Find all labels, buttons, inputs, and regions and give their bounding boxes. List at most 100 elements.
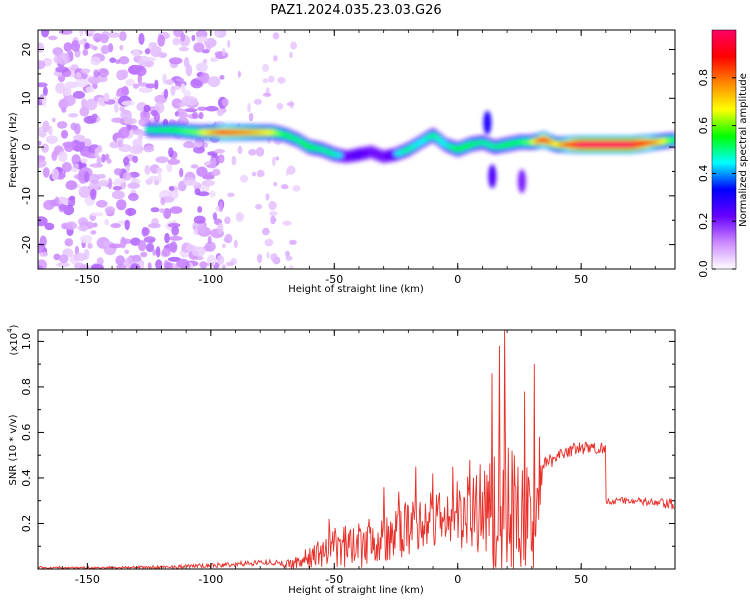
noise-blob [178,111,189,119]
noise-blob [104,218,110,226]
noise-blob [247,102,252,113]
noise-blob [150,207,160,213]
noise-blob [197,106,207,111]
noise-blob [97,75,108,83]
noise-blob [78,217,89,227]
noise-blob [131,50,141,57]
noise-blob [237,145,243,155]
noise-blob [103,92,110,102]
noise-blob [272,156,276,167]
noise-blob [154,94,168,104]
noise-blob [131,256,142,262]
noise-blob [80,150,91,157]
noise-blob [99,34,109,44]
noise-blob [148,42,158,47]
noise-blob [262,78,269,84]
noise-blob [93,69,99,78]
noise-blob [38,60,46,70]
noise-blob [196,62,208,73]
noise-blob [116,263,127,269]
noise-blob [231,155,237,166]
noise-blob [270,215,276,225]
y-tick-label: 0.2 [20,515,33,533]
noise-blob [163,88,169,99]
noise-blob [41,30,50,38]
noise-blob [87,242,93,249]
colorbar-tick-label: 0.4 [697,165,710,183]
noise-blob [227,39,231,48]
noise-blob [39,251,49,257]
noise-blob [80,158,88,164]
noise-blob [64,85,72,97]
noise-blob [93,222,98,228]
scale-factor-close: ) [9,324,20,328]
noise-blob [273,181,278,187]
noise-blob [290,41,297,50]
noise-blob [196,166,208,177]
noise-blob [83,171,90,183]
noise-blob [104,206,116,215]
snr-scale-factor: (x104) [6,324,20,355]
snr-panel: -150 -100 -50 0 50 0.2 0.4 0.6 0.8 1.0 Height of… [6,324,676,596]
noise-blob [262,92,272,97]
noise-blob [150,45,162,58]
noise-blob [143,57,156,62]
figure-title: PAZ1.2024.035.23.03.G26 [270,3,441,18]
ridge-cell [669,137,675,143]
noise-blob [256,169,265,178]
noise-blob [206,254,217,267]
x-tick-label: -150 [75,273,100,286]
noise-blob [132,155,139,164]
noise-blob [90,56,101,66]
noise-blob [76,184,82,189]
noise-blob [63,94,76,107]
noise-blob [265,193,270,201]
noise-blob [222,243,226,248]
noise-blob [127,182,140,189]
noise-blob [43,199,55,211]
noise-blob [116,199,127,211]
x-tick-label: -150 [75,573,100,586]
spectrogram-ridge-layer [145,110,675,194]
noise-blob [87,30,96,34]
noise-blob [61,162,72,173]
noise-blob [167,223,181,228]
noise-blob [155,259,163,269]
noise-blob [194,137,203,148]
noise-blob [73,163,80,169]
noise-blob [262,63,270,72]
spectrogram-plot [38,30,675,269]
noise-blob [143,104,151,113]
y-tick-label: 0 [20,144,33,151]
noise-blob [147,262,152,269]
noise-blob [114,102,119,113]
noise-blob [72,90,86,99]
noise-blob [201,49,210,54]
noise-blob [155,156,169,164]
noise-blob [101,154,106,163]
ridge-cell [483,110,492,135]
noise-blob [114,168,122,176]
noise-blob [170,85,176,96]
noise-blob [81,98,88,109]
noise-blob [251,171,257,177]
snr-x-axis: -150 -100 -50 0 50 [37,330,656,586]
noise-blob [201,179,215,187]
x-tick-label: -100 [198,573,223,586]
noise-blob [171,225,180,236]
y-tick-label: 0.6 [20,424,33,442]
snr-x-axis-label: Height of straight line (km) [288,585,424,596]
noise-blob [275,156,279,161]
noise-blob [125,78,136,87]
noise-blob [88,76,101,85]
noise-blob [160,197,166,206]
noise-blob [41,143,49,153]
noise-blob [132,138,143,149]
noise-blob [196,76,206,81]
noise-blob [91,113,98,120]
noise-blob [213,148,225,154]
noise-blob [110,223,121,229]
noise-blob [157,171,162,184]
